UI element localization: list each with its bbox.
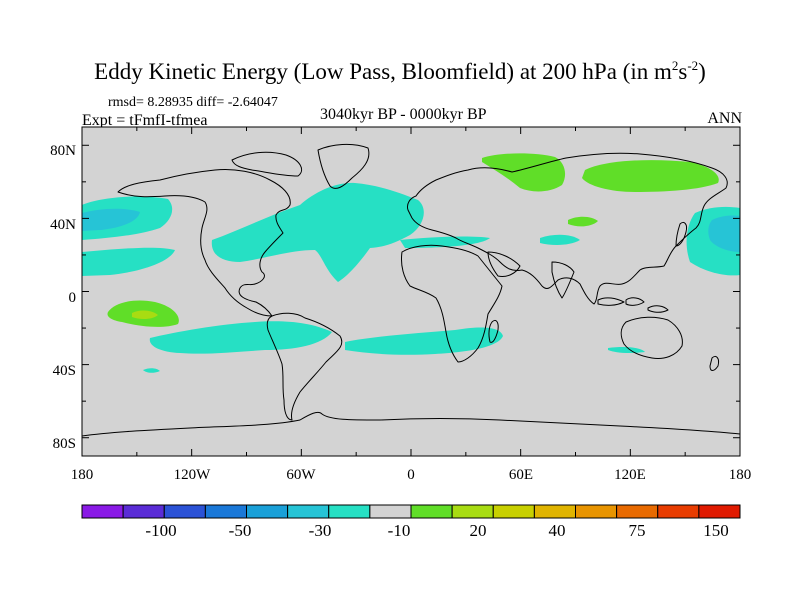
coast-greenland: [317, 143, 370, 189]
colorbar-swatch: [287, 504, 330, 519]
anomaly-north-pacific-east: [82, 247, 175, 276]
x-tick-label-180e: 180: [728, 467, 752, 483]
anomaly-siberia: [582, 160, 719, 192]
colorbar-swatch: [533, 504, 576, 519]
period-label: 3040kyr BP - 0000kyr BP: [320, 106, 487, 123]
negative-anomaly-cores: [82, 208, 740, 252]
colorbar-swatch: [246, 504, 289, 519]
colorbar-swatch: [122, 504, 165, 519]
x-tick-label-120w: 120W: [173, 467, 211, 483]
coast-indonesia: [597, 297, 669, 313]
season-label: ANN: [707, 110, 742, 127]
colorbar-label-40: 40: [548, 521, 566, 540]
plot-title: Eddy Kinetic Energy (Low Pass, Bloomfiel…: [0, 58, 800, 85]
colorbar-swatch: [575, 504, 618, 519]
coast-arabia: [487, 251, 521, 277]
anomaly-south-pacific-small: [143, 368, 160, 373]
title-text: Eddy Kinetic Energy (Low Pass, Bloomfiel…: [94, 59, 672, 84]
positive-anomaly-regions: [107, 153, 719, 327]
title-superscript-2: -2: [687, 58, 699, 73]
anomaly-arctic-scandinavia: [482, 153, 566, 192]
anomaly-central-asia: [568, 216, 598, 227]
coast-antarctica: [82, 411, 740, 437]
x-tick-label-60w: 60W: [286, 467, 316, 483]
colorbar-label-150: 150: [703, 521, 729, 540]
coast-north-america: [117, 169, 291, 317]
colorbar-swatch: [410, 504, 453, 519]
anomaly-north-atlantic: [211, 182, 424, 282]
colorbar-swatch: [81, 504, 124, 519]
y-tick-label-40s: 40S: [52, 363, 76, 379]
axis-ticks: [81, 127, 741, 456]
x-tick-label-60e: 60E: [508, 467, 534, 483]
core-north-pacific-east: [708, 215, 740, 252]
colorbar-label-minus-50: -50: [228, 521, 252, 540]
coast-japan: [675, 221, 687, 247]
coast-south-america: [266, 312, 343, 421]
colorbar-label-minus-10: -10: [387, 521, 411, 540]
title-close: ): [698, 59, 706, 84]
colorbar-swatch: [492, 504, 535, 519]
title-superscript-1: 2: [671, 58, 679, 73]
anomaly-australia-south: [608, 347, 645, 354]
anomaly-asia-small: [540, 234, 580, 245]
y-tick-label-80n: 80N: [50, 143, 76, 159]
colorbar-swatch: [204, 504, 247, 519]
title-unit-s: s: [678, 59, 688, 84]
coast-madagascar: [488, 319, 499, 343]
colorbar-swatch: [328, 504, 371, 519]
coastlines: [82, 143, 740, 437]
colorbar: [81, 504, 741, 519]
colorbar-label-minus-100: -100: [145, 521, 177, 540]
coast-eurasia: [407, 152, 728, 305]
y-tick-label-80s: 80S: [52, 436, 76, 452]
anomaly-atlantic-east-strip: [400, 236, 490, 248]
anomaly-south-atlantic-indian: [345, 327, 503, 355]
core-north-pacific-west: [82, 208, 140, 231]
y-tick-label-0: 0: [68, 290, 77, 306]
colorbar-label-20: 20: [469, 521, 487, 540]
colorbar-swatch: [369, 504, 412, 519]
anomaly-fields: [82, 143, 740, 437]
colorbar-swatch: [657, 504, 700, 519]
colorbar-swatch: [698, 504, 741, 519]
coast-australia: [620, 316, 683, 359]
coast-africa: [401, 244, 503, 363]
colorbar-swatch: [163, 504, 206, 519]
coast-new-zealand: [709, 355, 719, 371]
coast-india: [551, 261, 575, 299]
x-tick-label-120e: 120E: [614, 467, 646, 483]
y-tick-label-40n: 40N: [50, 217, 76, 233]
anomaly-tropical-pacific-core: [132, 310, 158, 320]
x-tick-label-180w: 180: [70, 467, 94, 483]
colorbar-label-75: 75: [628, 521, 646, 540]
colorbar-swatch: [451, 504, 494, 519]
experiment-label: Expt = tFmfI-tfmea: [82, 112, 208, 129]
anomaly-south-pacific: [149, 321, 332, 354]
coast-canadian-arctic-islands: [231, 151, 302, 177]
stats-text: rmsd= 8.28935 diff= -2.64047: [108, 95, 278, 110]
x-tick-label-0: 0: [407, 467, 415, 483]
colorbar-swatch: [616, 504, 659, 519]
colorbar-label-minus-30: -30: [308, 521, 332, 540]
